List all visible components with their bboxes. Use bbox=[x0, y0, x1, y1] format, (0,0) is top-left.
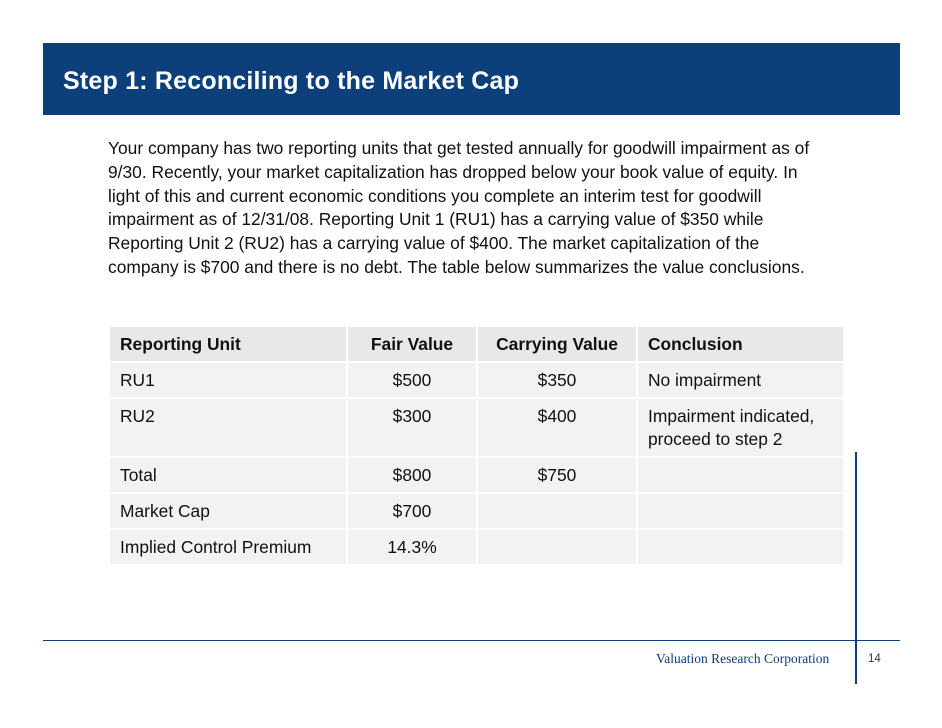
cell-fair-value: $700 bbox=[348, 494, 476, 528]
cell-carrying-value bbox=[478, 494, 636, 528]
cell-reporting-unit: RU2 bbox=[110, 399, 346, 456]
cell-fair-value: $800 bbox=[348, 458, 476, 492]
footer-company-name: Valuation Research Corporation bbox=[656, 651, 830, 666]
table-row: Total $800 $750 bbox=[110, 458, 843, 492]
cell-fair-value: $500 bbox=[348, 363, 476, 397]
cell-carrying-value: $400 bbox=[478, 399, 636, 456]
table-row: Implied Control Premium 14.3% bbox=[110, 530, 843, 564]
cell-fair-value: 14.3% bbox=[348, 530, 476, 564]
header-carrying-value: Carrying Value bbox=[478, 327, 636, 361]
cell-carrying-value: $350 bbox=[478, 363, 636, 397]
cell-reporting-unit: Total bbox=[110, 458, 346, 492]
intro-paragraph: Your company has two reporting units tha… bbox=[108, 138, 810, 277]
table-row: RU2 $300 $400 Impairment indicated, proc… bbox=[110, 399, 843, 456]
cell-reporting-unit: RU1 bbox=[110, 363, 346, 397]
value-conclusions-table: Reporting Unit Fair Value Carrying Value… bbox=[108, 325, 845, 566]
cell-carrying-value bbox=[478, 530, 636, 564]
header-conclusion: Conclusion bbox=[638, 327, 843, 361]
cell-fair-value: $300 bbox=[348, 399, 476, 456]
header-reporting-unit: Reporting Unit bbox=[110, 327, 346, 361]
title-bar: Step 1: Reconciling to the Market Cap bbox=[43, 43, 900, 115]
header-fair-value: Fair Value bbox=[348, 327, 476, 361]
cell-reporting-unit: Implied Control Premium bbox=[110, 530, 346, 564]
slide-title: Step 1: Reconciling to the Market Cap bbox=[63, 67, 520, 95]
table-row: Market Cap $700 bbox=[110, 494, 843, 528]
cell-conclusion bbox=[638, 530, 843, 564]
cell-conclusion bbox=[638, 494, 843, 528]
cell-conclusion: Impairment indicated, proceed to step 2 bbox=[638, 399, 843, 456]
table-row: RU1 $500 $350 No impairment bbox=[110, 363, 843, 397]
cell-reporting-unit: Market Cap bbox=[110, 494, 346, 528]
cell-conclusion: No impairment bbox=[638, 363, 843, 397]
page-number: 14 bbox=[868, 653, 881, 665]
cell-conclusion bbox=[638, 458, 843, 492]
footer-vertical-divider bbox=[855, 452, 857, 684]
footer-horizontal-divider bbox=[43, 640, 900, 641]
table-header-row: Reporting Unit Fair Value Carrying Value… bbox=[110, 327, 843, 361]
cell-carrying-value: $750 bbox=[478, 458, 636, 492]
